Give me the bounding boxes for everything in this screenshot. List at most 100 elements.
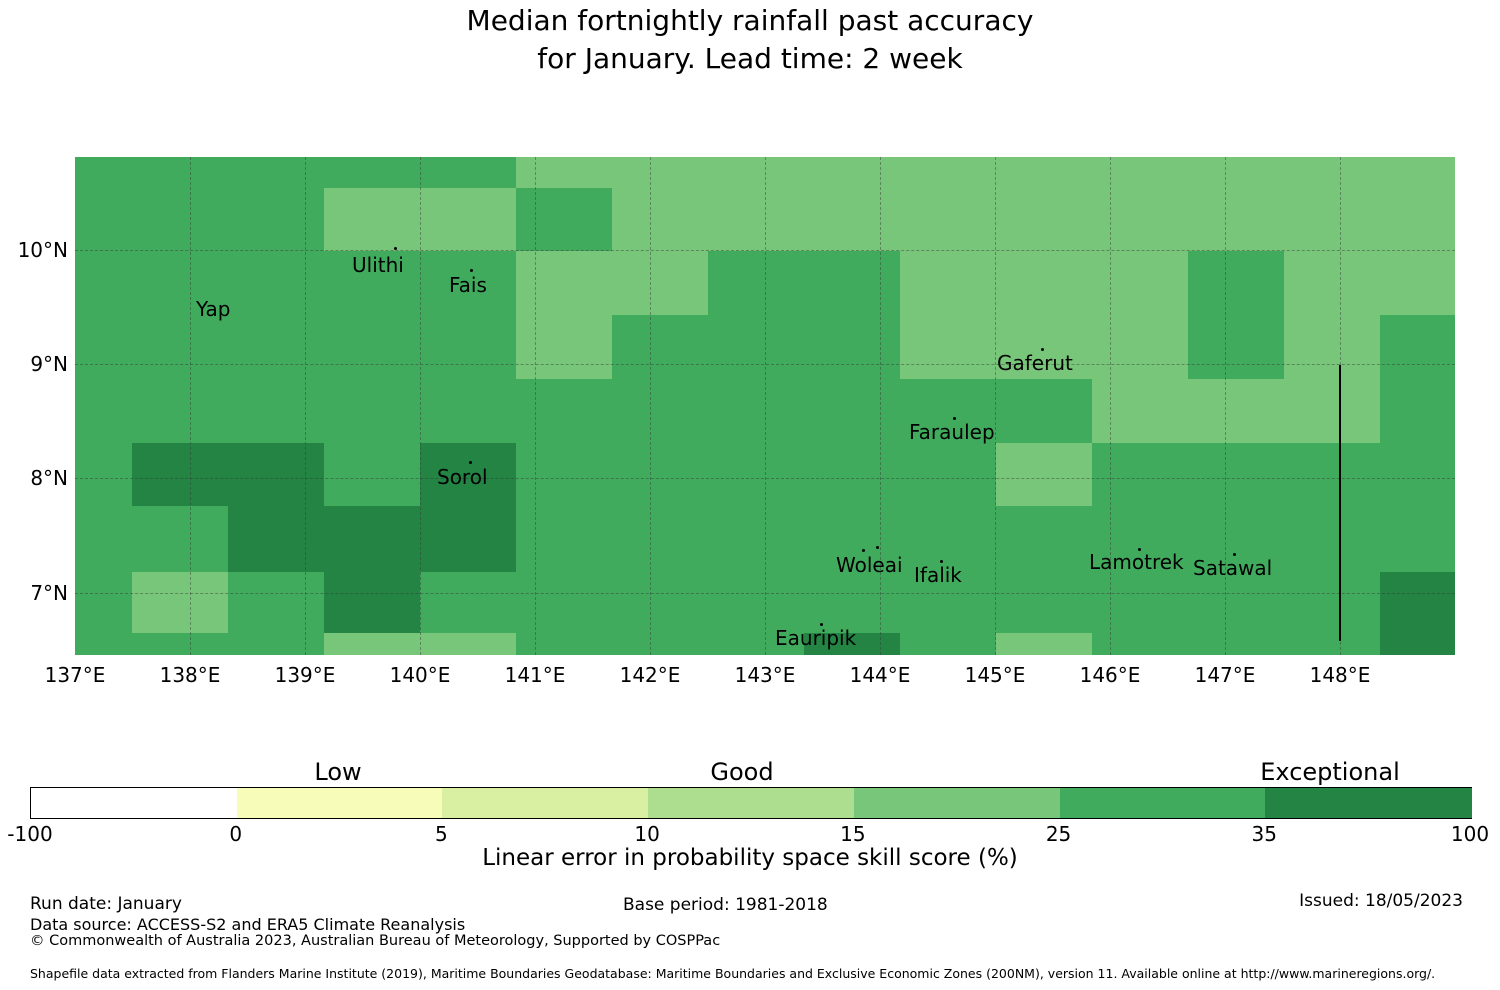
map-cell — [1188, 251, 1284, 315]
y-tick-label: 7°N — [30, 581, 68, 605]
map-cell — [612, 188, 708, 251]
map-cell — [1284, 379, 1380, 443]
y-tick-label: 9°N — [30, 352, 68, 376]
map-cell — [75, 572, 132, 633]
x-tick-label: 143°E — [734, 663, 796, 687]
map-cell — [324, 379, 420, 443]
x-tick-label: 140°E — [389, 663, 451, 687]
map-cell — [1092, 315, 1188, 379]
map-cell — [996, 633, 1092, 655]
map-cell — [708, 251, 804, 315]
island-dot-ulithi — [394, 247, 397, 250]
map-cell — [324, 188, 420, 251]
map-cell — [75, 633, 132, 655]
map-cell — [612, 572, 708, 633]
map-cell — [1284, 188, 1380, 251]
map-cell — [804, 572, 900, 633]
map-cell — [420, 572, 516, 633]
map-cell — [516, 506, 612, 572]
y-tick-label: 8°N — [30, 466, 68, 490]
map-cell — [1284, 157, 1380, 188]
island-dot-sorol — [469, 461, 472, 464]
map-cell — [1380, 251, 1455, 315]
colorbar-segment — [1059, 788, 1266, 818]
island-label-ulithi: Ulithi — [352, 253, 404, 277]
map-cell — [1092, 633, 1188, 655]
map-cell — [1380, 572, 1455, 633]
map-cell — [1188, 443, 1284, 506]
map-cell — [324, 315, 420, 379]
map-cell — [516, 443, 612, 506]
graticule-meridian — [420, 157, 421, 655]
map-cell — [132, 315, 228, 379]
map-cell — [1284, 506, 1380, 572]
footer-base-period: Base period: 1981-2018 — [623, 895, 828, 915]
colorbar-segment — [1265, 788, 1472, 818]
x-tick-label: 139°E — [274, 663, 336, 687]
island-dot-eauripik — [820, 623, 823, 626]
colorbar-segment — [648, 788, 855, 818]
map-cell — [132, 506, 228, 572]
map-cell — [708, 157, 804, 188]
map-cell — [900, 315, 996, 379]
colorbar-class-label-good: Good — [710, 758, 774, 786]
map-cell — [1284, 315, 1380, 379]
graticule-meridian — [995, 157, 996, 655]
x-tick-label: 144°E — [849, 663, 911, 687]
colorbar-tick-label: 100 — [1450, 822, 1490, 846]
map-cell — [996, 443, 1092, 506]
colorbar-tick-label: 15 — [840, 822, 866, 846]
map-cell — [804, 379, 900, 443]
graticule-meridian — [1225, 157, 1226, 655]
island-label-sorol: Sorol — [437, 465, 488, 489]
x-tick-label: 138°E — [159, 663, 221, 687]
map-cell — [996, 506, 1092, 572]
map-cell — [75, 506, 132, 572]
graticule-parallel — [75, 364, 1455, 365]
map-cell — [228, 157, 324, 188]
map-cell — [1092, 379, 1188, 443]
island-label-woleai: Woleai — [836, 553, 903, 577]
island-label-gaferut: Gaferut — [997, 351, 1073, 375]
map-cell — [1284, 251, 1380, 315]
map-cell — [1380, 188, 1455, 251]
map-cell — [804, 251, 900, 315]
island-dot-satawal — [1233, 553, 1236, 556]
island-label-faraulep: Faraulep — [909, 420, 995, 444]
colorbar-segment — [236, 788, 444, 818]
island-label-eauripik: Eauripik — [775, 626, 857, 650]
map-cell — [804, 633, 900, 655]
map-cell — [75, 443, 132, 506]
footer-run-date: Run date: January — [30, 894, 182, 914]
map-cell — [420, 379, 516, 443]
map-cell — [900, 633, 996, 655]
colorbar-class-label-exceptional: Exceptional — [1260, 758, 1400, 786]
map-cell — [1188, 188, 1284, 251]
footer-copyright: © Commonwealth of Australia 2023, Austra… — [30, 933, 721, 949]
map-cell — [1092, 251, 1188, 315]
footer-shapefile-note: Shapefile data extracted from Flanders M… — [30, 966, 1436, 981]
graticule-meridian — [765, 157, 766, 655]
map-cell — [228, 379, 324, 443]
map-cell — [420, 506, 516, 572]
map-cell — [1380, 443, 1455, 506]
map-cell — [1380, 315, 1455, 379]
island-dot-faraulep — [953, 417, 956, 420]
map-cell — [132, 251, 228, 315]
map-cell — [75, 315, 132, 379]
colorbar — [30, 787, 1472, 819]
map-cell — [612, 633, 708, 655]
island-label-lamotrek: Lamotrek — [1089, 550, 1184, 574]
map-cell — [804, 506, 900, 572]
map-cell — [708, 633, 804, 655]
map-cell — [708, 379, 804, 443]
island-label-fais: Fais — [449, 273, 487, 297]
map-cell — [516, 315, 612, 379]
graticule-meridian — [650, 157, 651, 655]
map-cell — [612, 443, 708, 506]
map-cell — [1092, 506, 1188, 572]
map-cell — [132, 572, 228, 633]
map-cell — [516, 251, 612, 315]
graticule-meridian — [880, 157, 881, 655]
